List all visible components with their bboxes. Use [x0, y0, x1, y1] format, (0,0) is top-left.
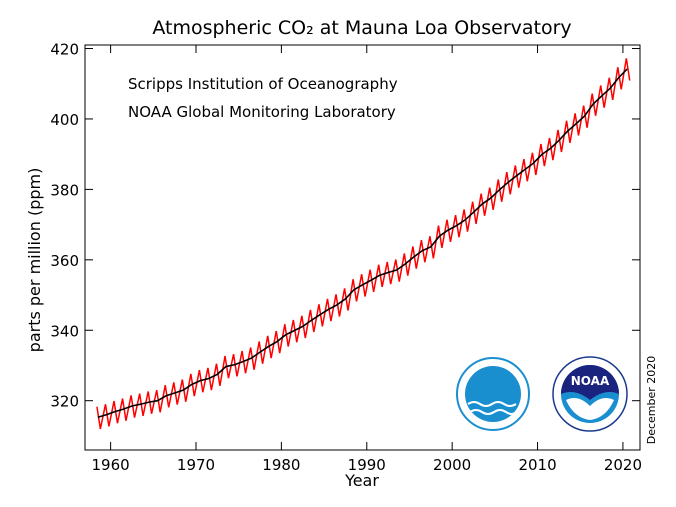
y-tick-label: 420 [50, 41, 79, 59]
x-tick-label: 1960 [92, 456, 130, 474]
x-tick-label: 2010 [518, 456, 556, 474]
logo-wave [469, 409, 517, 415]
annotation: NOAA Global Monitoring Laboratory [128, 103, 396, 121]
scripps-logo [456, 357, 530, 431]
y-tick-label: 380 [50, 181, 79, 199]
y-tick-label: 320 [50, 393, 79, 411]
co2-line [97, 68, 628, 419]
x-tick-label: 1970 [177, 456, 215, 474]
date-note: December 2020 [645, 356, 658, 445]
x-tick-label: 2020 [604, 456, 642, 474]
x-tick-label: 2000 [433, 456, 471, 474]
plot-frame [84, 44, 641, 451]
logo-text: NOAA [571, 374, 610, 388]
logo-gull [566, 398, 614, 420]
y-axis-label: parts per million (ppm) [25, 168, 44, 353]
y-tick-label: 360 [50, 252, 79, 270]
y-tick-label: 340 [50, 322, 79, 340]
logo-wave [467, 401, 517, 407]
logo-top [561, 365, 619, 400]
logo-disc [465, 366, 521, 422]
chart-title: Atmospheric CO₂ at Mauna Loa Observatory [152, 17, 571, 39]
x-tick-label: 1980 [262, 456, 300, 474]
x-tick-label: 1990 [348, 456, 386, 474]
annotation: Scripps Institution of Oceanography [128, 75, 398, 93]
co2-line [96, 58, 631, 430]
y-tick-label: 400 [50, 111, 79, 129]
noaa-logo: NOAA [552, 356, 628, 432]
x-axis-label: Year [344, 471, 379, 490]
